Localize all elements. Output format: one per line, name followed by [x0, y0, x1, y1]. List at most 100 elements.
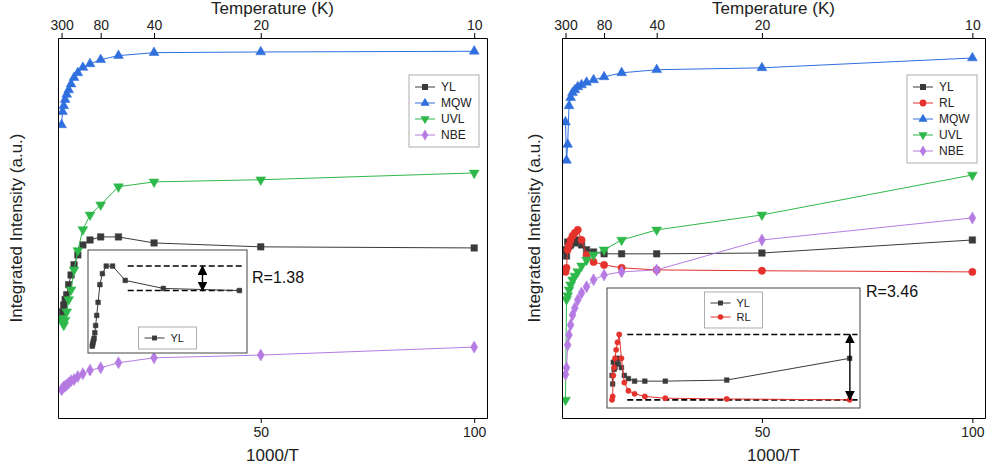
data-point: [92, 336, 97, 341]
legend-box: [907, 75, 977, 163]
legend-label: MQW: [441, 96, 472, 110]
data-point: [98, 282, 103, 287]
data-point: [652, 227, 662, 236]
inset-frame: [88, 250, 247, 353]
data-point: [632, 379, 637, 384]
data-point: [618, 251, 624, 257]
data-point: [632, 391, 637, 396]
data-point: [115, 234, 121, 240]
data-point: [642, 379, 647, 384]
legend-label: YL: [441, 80, 456, 94]
y-axis-right: [985, 39, 986, 419]
legend-box: [705, 292, 763, 328]
legend-symbol: [718, 301, 723, 306]
legend: YL: [139, 327, 197, 349]
legend-box: [409, 75, 479, 147]
data-point: [969, 237, 975, 243]
tick: 50: [755, 418, 771, 440]
data-point: [563, 139, 573, 148]
legend-symbol: [920, 100, 927, 107]
data-point: [58, 119, 66, 128]
reference-line: [128, 265, 244, 267]
legend: YL RL: [705, 292, 763, 328]
legend-label: RL: [737, 311, 751, 323]
legend: YLMQWUVLNBE: [409, 75, 479, 147]
x-axis: 50100: [59, 418, 488, 440]
x2-axis: 30080402010: [50, 17, 487, 39]
data-point: [85, 58, 95, 67]
tick-label: 300: [554, 17, 578, 33]
data-point: [469, 46, 479, 55]
data-point: [258, 244, 264, 250]
tick-mark: [566, 33, 567, 38]
y-axis-right-line: [487, 39, 488, 419]
data-point: [574, 226, 581, 233]
data-point: [256, 177, 266, 186]
tick-mark: [62, 33, 63, 38]
tick-mark: [972, 33, 973, 38]
data-point: [563, 264, 570, 271]
y-axis-right-line: [985, 39, 986, 419]
data-point: [562, 155, 571, 164]
data-point: [663, 379, 668, 384]
data-point: [566, 329, 573, 341]
data-point: [617, 237, 627, 246]
tick-mark: [474, 418, 475, 423]
data-point: [759, 250, 765, 256]
tick-label: 300: [50, 17, 74, 33]
tick-mark: [604, 33, 605, 38]
inset: YL RL: [607, 288, 860, 408]
legend-label: NBE: [441, 128, 466, 142]
legend-label: YL: [737, 297, 750, 309]
tick: 300: [554, 17, 578, 38]
legend-symbol: [918, 114, 927, 122]
legend-label: RL: [939, 96, 955, 110]
inset-frame: [607, 288, 860, 408]
legend-symbol: [420, 116, 429, 124]
data-point: [583, 281, 590, 293]
legend-symbol: [918, 132, 927, 140]
data-point: [110, 264, 115, 269]
legend: YLRLMQWUVLNBE: [907, 75, 977, 163]
data-point: [758, 267, 765, 274]
tick: 100: [961, 418, 985, 440]
x-axis-title: 1000/T: [747, 446, 800, 465]
data-point: [161, 286, 166, 291]
data-point: [149, 179, 159, 188]
data-point: [601, 269, 608, 281]
data-point: [612, 356, 617, 361]
x2-axis-title: Temperature (K): [211, 0, 334, 18]
data-point: [618, 266, 625, 278]
data-point: [589, 252, 599, 261]
tick-label: 100: [463, 424, 487, 440]
data-point: [96, 54, 106, 63]
data-point: [622, 380, 627, 385]
data-point: [599, 247, 609, 256]
data-point: [652, 64, 662, 73]
data-point: [969, 212, 976, 224]
data-point: [237, 288, 242, 293]
data-point: [577, 263, 587, 272]
tick: 80: [597, 17, 613, 38]
data-point: [257, 349, 264, 361]
data-point: [611, 365, 616, 370]
data-point: [626, 388, 631, 393]
data-point: [93, 323, 98, 328]
data-point: [617, 67, 627, 76]
tick-label: 10: [467, 17, 483, 33]
tick: 300: [50, 17, 74, 38]
data-point: [471, 341, 478, 353]
series-line: [612, 358, 850, 384]
tick: 10: [965, 17, 981, 38]
data-point: [724, 378, 729, 383]
data-point: [564, 339, 571, 351]
data-point: [653, 264, 660, 276]
legend-label: UVL: [939, 128, 963, 142]
data-point: [564, 100, 574, 109]
legend-box: [139, 327, 197, 349]
annotation: R=3.46: [866, 283, 918, 300]
data-point: [600, 261, 607, 268]
tick-mark: [261, 33, 262, 38]
x2-axis-title: Temperature (K): [712, 0, 835, 18]
data-point: [967, 52, 977, 61]
